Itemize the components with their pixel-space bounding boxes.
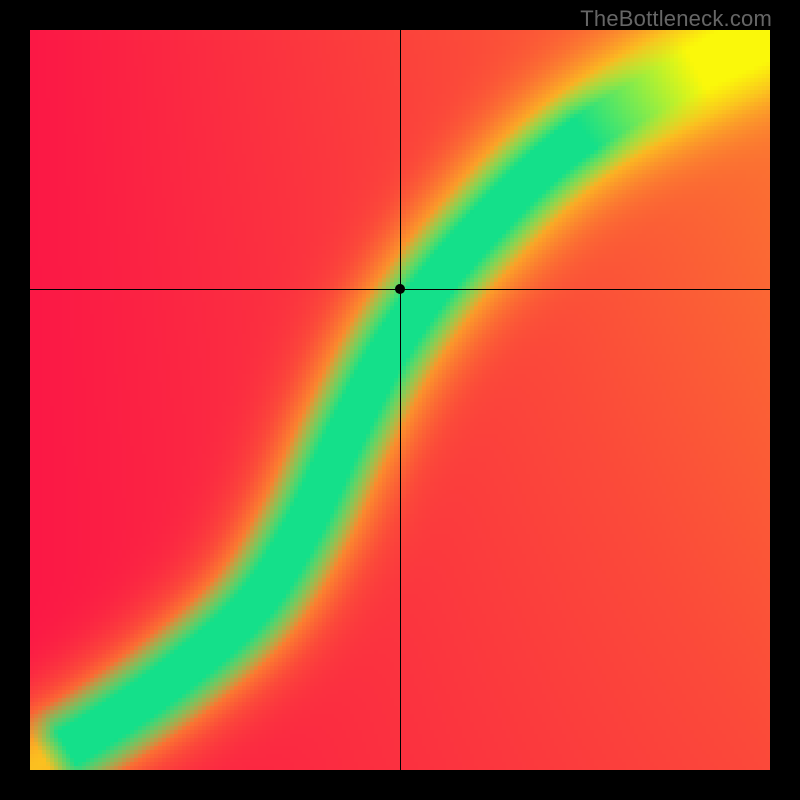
- watermark-text: TheBottleneck.com: [580, 6, 772, 32]
- heatmap-canvas: [0, 0, 800, 800]
- chart-container: { "canvas": { "width": 800, "height": 80…: [0, 0, 800, 800]
